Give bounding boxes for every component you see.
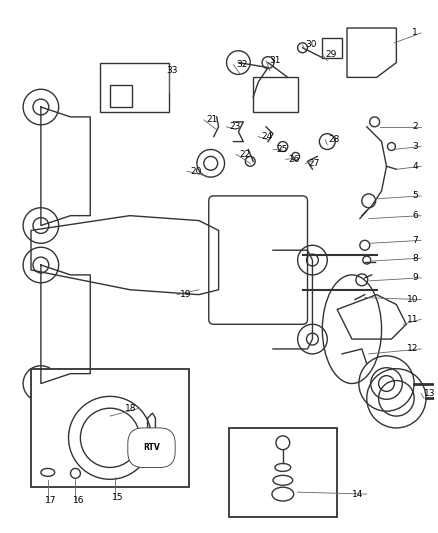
Text: 8: 8: [412, 254, 418, 263]
Text: 4: 4: [413, 162, 418, 171]
Text: 33: 33: [166, 66, 178, 75]
Text: 12: 12: [407, 344, 418, 353]
Text: 3: 3: [412, 142, 418, 151]
Text: 22: 22: [240, 150, 251, 159]
Text: 26: 26: [289, 155, 300, 164]
Text: 21: 21: [207, 115, 218, 124]
Text: 1: 1: [412, 28, 418, 37]
Text: 27: 27: [308, 159, 320, 168]
Text: 14: 14: [353, 490, 364, 498]
Text: 17: 17: [45, 496, 57, 505]
Text: 28: 28: [328, 135, 339, 144]
Bar: [229, 428, 337, 517]
Bar: [100, 62, 169, 112]
Text: 24: 24: [261, 132, 272, 141]
Text: 10: 10: [406, 295, 418, 304]
Text: 16: 16: [72, 496, 84, 505]
Text: 20: 20: [190, 167, 201, 176]
Text: 6: 6: [412, 211, 418, 220]
Text: RTV: RTV: [143, 443, 160, 452]
Text: 23: 23: [230, 122, 241, 131]
Bar: [110, 85, 132, 107]
Bar: [253, 77, 298, 112]
Text: 7: 7: [412, 236, 418, 245]
Text: 31: 31: [269, 56, 280, 65]
Text: 29: 29: [325, 50, 337, 59]
Text: 15: 15: [112, 492, 124, 502]
Text: 18: 18: [125, 403, 137, 413]
Text: 2: 2: [413, 122, 418, 131]
Text: 13: 13: [424, 389, 435, 398]
Text: 32: 32: [237, 60, 248, 69]
Text: 5: 5: [412, 191, 418, 200]
Text: 19: 19: [180, 290, 191, 299]
Bar: [31, 369, 189, 487]
Bar: [322, 38, 342, 58]
Text: 9: 9: [412, 273, 418, 282]
Text: 11: 11: [406, 315, 418, 324]
Text: 25: 25: [276, 145, 287, 154]
Text: 30: 30: [306, 41, 317, 50]
